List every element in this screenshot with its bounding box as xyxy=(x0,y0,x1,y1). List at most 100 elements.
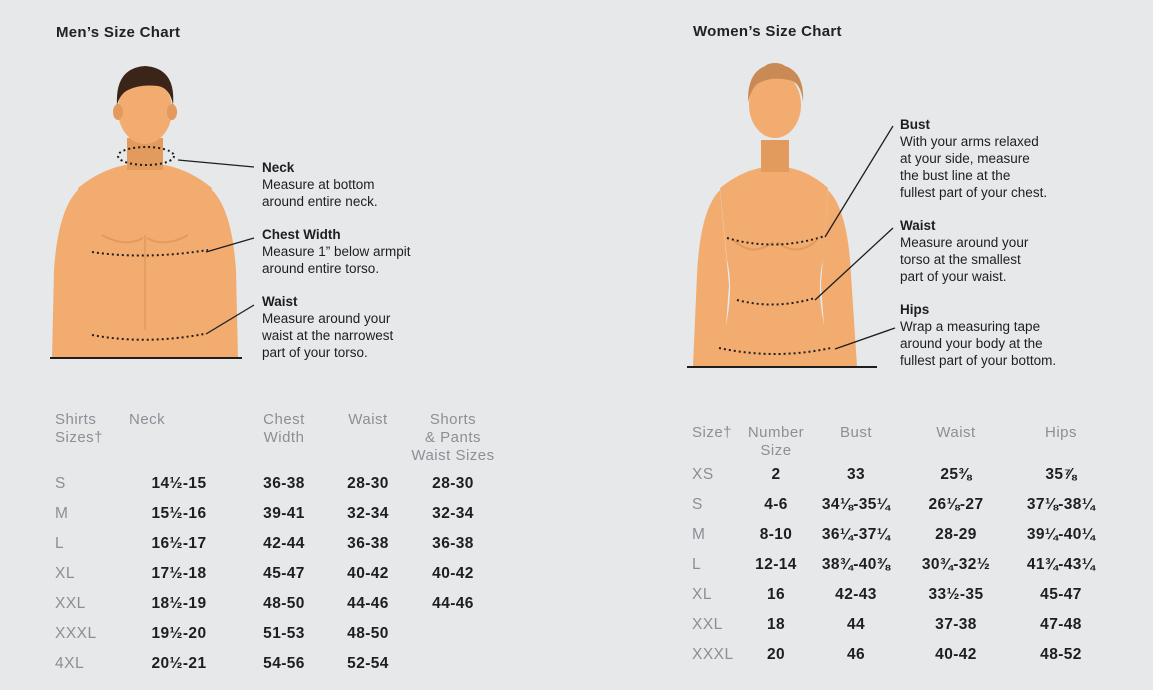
cell-size: XL xyxy=(55,565,75,582)
cell-number: 8-10 xyxy=(759,526,793,543)
cell-size: XXXL xyxy=(692,646,734,663)
cell-shorts xyxy=(411,649,495,679)
cell-hips: 39¼-40¼ xyxy=(1026,526,1096,543)
header-line: Waist xyxy=(348,411,388,428)
cell-number: 16 xyxy=(766,586,786,603)
cell-waist: 30¾-32½ xyxy=(921,556,991,573)
cell-waist: 48-50 xyxy=(347,625,389,642)
cell-number: 20 xyxy=(766,646,786,663)
cell-waist: 25⅜ xyxy=(940,466,972,483)
table-row: L 16½-17 42-44 36-38 36-38 xyxy=(55,529,495,559)
cell-chest: 51-53 xyxy=(263,625,305,642)
women-header-size: Size† xyxy=(692,424,742,460)
cell-hips: 48-52 xyxy=(1040,646,1082,663)
table-row: XL 16 42-43 33½-35 45-47 xyxy=(692,580,1112,610)
table-row: S 14½-15 36-38 28-30 28-30 xyxy=(55,469,495,499)
header-line: Size xyxy=(760,442,792,459)
men-waist-desc-line: Measure around your xyxy=(262,311,391,326)
table-row: S 4-6 34⅛-35¼ 26⅛-27 37⅛-38¼ xyxy=(692,490,1112,520)
men-neck-desc-line: around entire neck. xyxy=(262,194,378,209)
cell-hips: 47-48 xyxy=(1040,616,1082,633)
table-row: XXL 18 44 37-38 47-48 xyxy=(692,610,1112,640)
cell-chest: 36-38 xyxy=(263,475,305,492)
cell-hips: 41¾-43¼ xyxy=(1026,556,1096,573)
cell-size: XL xyxy=(692,586,712,603)
cell-bust: 33 xyxy=(846,466,866,483)
cell-waist: 52-54 xyxy=(347,655,389,672)
men-waist-desc-line: waist at the narrowest xyxy=(262,328,394,343)
cell-chest: 39-41 xyxy=(263,505,305,522)
men-neck-annotation: Neck Measure at bottom around entire nec… xyxy=(262,159,378,210)
cell-number: 2 xyxy=(771,466,781,483)
cell-bust: 34⅛-35¼ xyxy=(821,496,891,513)
men-header-shorts: Shorts & Pants Waist Sizes xyxy=(411,411,495,469)
cell-shorts: 32-34 xyxy=(432,505,474,522)
women-hips-desc-line: Wrap a measuring tape xyxy=(900,319,1041,334)
women-header-hips: Hips xyxy=(1010,424,1112,460)
header-line: Shorts xyxy=(429,411,477,428)
cell-chest: 45-47 xyxy=(263,565,305,582)
cell-number: 18 xyxy=(766,616,786,633)
cell-size: XXL xyxy=(55,595,86,612)
cell-hips: 37⅛-38¼ xyxy=(1026,496,1096,513)
header-line: & Pants xyxy=(424,429,482,446)
men-table-header-row: Shirts Sizes† Neck Chest Width Waist Sho… xyxy=(55,411,495,469)
cell-waist: 28-29 xyxy=(935,526,977,543)
cell-waist: 28-30 xyxy=(347,475,389,492)
cell-shorts: 44-46 xyxy=(432,595,474,612)
cell-size: L xyxy=(55,535,65,552)
cell-number: 4-6 xyxy=(764,496,788,513)
women-bust-heading: Bust xyxy=(900,117,930,132)
cell-neck: 19½-20 xyxy=(151,625,207,642)
men-waist-annotation: Waist Measure around your waist at the n… xyxy=(262,293,393,361)
table-row: M 8-10 36¼-37¼ 28-29 39¼-40¼ xyxy=(692,520,1112,550)
women-hips-annotation: Hips Wrap a measuring tape around your b… xyxy=(900,301,1056,369)
table-row: L 12-14 38¾-40⅜ 30¾-32½ 41¾-43¼ xyxy=(692,550,1112,580)
cell-waist: 36-38 xyxy=(347,535,389,552)
cell-chest: 48-50 xyxy=(263,595,305,612)
cell-size: S xyxy=(55,475,66,492)
cell-neck: 14½-15 xyxy=(151,475,207,492)
cell-neck: 15½-16 xyxy=(151,505,207,522)
women-bust-desc-line: the bust line at the xyxy=(900,168,1011,183)
men-figure-illustration xyxy=(50,66,255,359)
women-hips-desc-line: fullest part of your bottom. xyxy=(900,353,1057,368)
header-line: Size† xyxy=(692,424,733,441)
cell-size: XXXL xyxy=(55,625,97,642)
cell-bust: 46 xyxy=(846,646,866,663)
cell-neck: 16½-17 xyxy=(151,535,207,552)
men-chart-title: Men’s Size Chart xyxy=(56,24,181,41)
cell-waist: 32-34 xyxy=(347,505,389,522)
cell-shorts: 28-30 xyxy=(432,475,474,492)
cell-shorts: 36-38 xyxy=(432,535,474,552)
cell-size: XS xyxy=(692,466,714,483)
men-header-waist: Waist xyxy=(325,411,411,469)
men-neck-heading: Neck xyxy=(262,160,295,175)
men-waist-desc-line: part of your torso. xyxy=(262,345,368,360)
women-header-bust: Bust xyxy=(810,424,902,460)
men-chest-heading: Chest Width xyxy=(262,227,341,242)
cell-size: L xyxy=(692,556,702,573)
men-header-shirt-size: Shirts Sizes† xyxy=(55,411,115,469)
cell-shorts: 40-42 xyxy=(432,565,474,582)
cell-chest: 42-44 xyxy=(263,535,305,552)
cell-bust: 44 xyxy=(846,616,866,633)
men-size-table: Shirts Sizes† Neck Chest Width Waist Sho… xyxy=(55,411,495,679)
header-line: Chest xyxy=(263,411,305,428)
table-row: XL 17½-18 45-47 40-42 40-42 xyxy=(55,559,495,589)
women-bust-annotation: Bust With your arms relaxed at your side… xyxy=(900,116,1047,201)
cell-waist: 40-42 xyxy=(347,565,389,582)
men-header-neck: Neck xyxy=(115,411,243,469)
header-line: Width xyxy=(263,429,305,446)
women-header-number-size: Number Size xyxy=(742,424,810,460)
table-row: M 15½-16 39-41 32-34 32-34 xyxy=(55,499,495,529)
header-line: Neck xyxy=(129,411,166,428)
women-waist-desc-line: part of your waist. xyxy=(900,269,1007,284)
women-table-body: XS 2 33 25⅜ 35⅞ S 4-6 34⅛-35¼ 26⅛-27 37⅛-38¼ M 8-10… xyxy=(692,460,1112,670)
cell-waist: 37-38 xyxy=(935,616,977,633)
header-line: Waist Sizes xyxy=(411,447,495,464)
men-neck-desc-line: Measure at bottom xyxy=(262,177,375,192)
cell-neck: 20½-21 xyxy=(151,655,207,672)
cell-bust: 42-43 xyxy=(835,586,877,603)
women-table-header-row: Size† Number Size Bust Waist Hips xyxy=(692,424,1112,460)
